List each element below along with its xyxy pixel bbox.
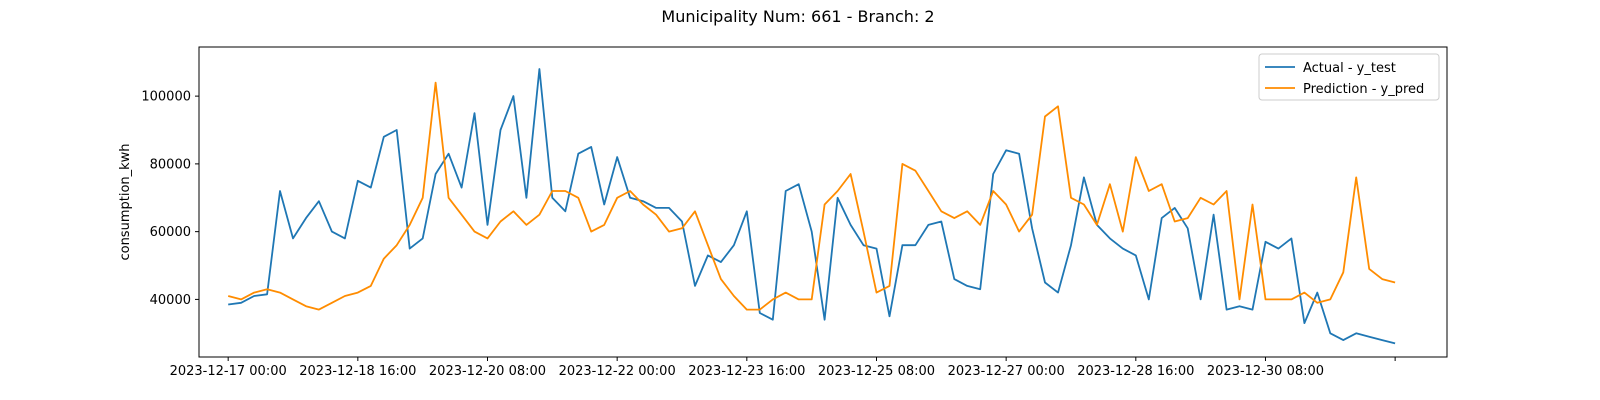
plot-area bbox=[227, 68, 1396, 345]
x-tick-label: 2023-12-18 16:00 bbox=[299, 364, 416, 379]
x-tick-label: 2023-12-22 00:00 bbox=[559, 364, 676, 379]
legend-label-actual: Actual - y_test bbox=[1303, 61, 1396, 76]
x-tick-label: 2023-12-30 08:00 bbox=[1207, 364, 1324, 379]
x-tick-label: 2023-12-25 08:00 bbox=[818, 364, 935, 379]
series-line-prediction bbox=[227, 81, 1396, 311]
x-tick-label: 2023-12-17 00:00 bbox=[170, 364, 287, 379]
chart-title: Municipality Num: 661 - Branch: 2 bbox=[661, 7, 934, 26]
x-tick-label: 2023-12-27 00:00 bbox=[948, 364, 1065, 379]
legend: Actual - y_test Prediction - y_pred bbox=[1258, 53, 1440, 101]
x-tick-label: 2023-12-23 16:00 bbox=[688, 364, 805, 379]
x-axis: 2023-12-17 00:00 2023-12-18 16:00 2023-12-… bbox=[170, 357, 1396, 379]
y-tick-label: 60000 bbox=[150, 225, 191, 240]
y-tick-label: 100000 bbox=[141, 90, 191, 105]
x-tick-label: 2023-12-20 08:00 bbox=[429, 364, 546, 379]
y-axis: 40000 60000 80000 100000 bbox=[141, 90, 199, 308]
y-tick-label: 80000 bbox=[150, 157, 191, 172]
legend-box bbox=[1258, 53, 1440, 101]
series-line-actual bbox=[228, 68, 1396, 345]
legend-label-prediction: Prediction - y_pred bbox=[1303, 82, 1424, 97]
plot-frame bbox=[198, 46, 1448, 358]
y-axis-label: consumption_kwh bbox=[118, 143, 133, 260]
y-tick-label: 40000 bbox=[150, 293, 191, 308]
x-tick-label: 2023-12-28 16:00 bbox=[1077, 364, 1194, 379]
